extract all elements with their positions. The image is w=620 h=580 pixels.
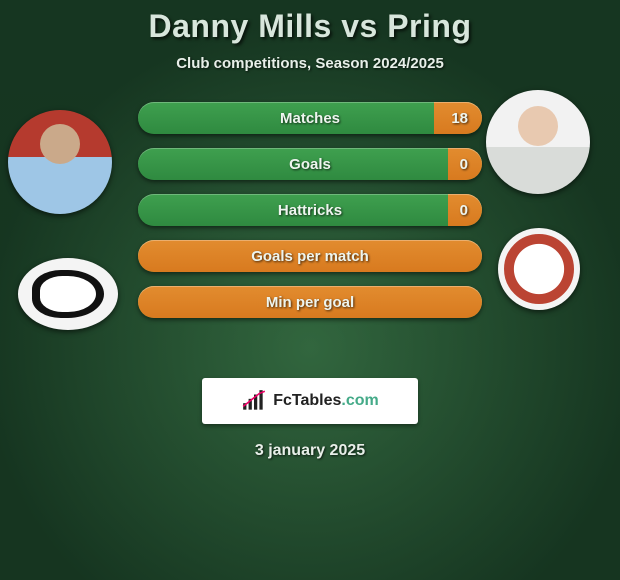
player-right-avatar <box>486 90 590 194</box>
date-label: 3 january 2025 <box>0 442 620 460</box>
bar-fill-left <box>138 286 482 318</box>
bar-fill-right <box>448 148 482 180</box>
stat-bar: Goals per match <box>138 240 482 272</box>
club-left-badge <box>18 258 118 330</box>
stat-bar: Hattricks0 <box>138 194 482 226</box>
bar-label: Goals <box>138 148 482 180</box>
subtitle: Club competitions, Season 2024/2025 <box>0 55 620 72</box>
club-right-badge <box>498 228 580 310</box>
brand-badge[interactable]: FcTables.com <box>202 378 418 424</box>
bar-fill-right <box>434 102 482 134</box>
brand-name: FcTables <box>273 392 341 409</box>
bar-fill-left <box>138 240 482 272</box>
stat-bars: Matches18 Goals0 Hattricks0 Goals per match… <box>138 102 482 318</box>
brand-domain: .com <box>341 392 378 409</box>
bar-fill-right <box>448 194 482 226</box>
chart-area: Matches18Goals0Hattricks0Goals per match… <box>0 110 620 360</box>
bar-label: Matches <box>138 102 482 134</box>
brand-text: FcTables.com <box>273 392 379 410</box>
player-left-avatar <box>8 110 112 214</box>
bar-label: Hattricks <box>138 194 482 226</box>
stat-bar: Matches18 <box>138 102 482 134</box>
page-title: Danny Mills vs Pring <box>0 8 620 45</box>
bars-icon <box>241 390 267 412</box>
stat-bar: Min per goal <box>138 286 482 318</box>
comparison-widget: Danny Mills vs Pring Club competitions, … <box>0 0 620 580</box>
stat-bar: Goals0 <box>138 148 482 180</box>
